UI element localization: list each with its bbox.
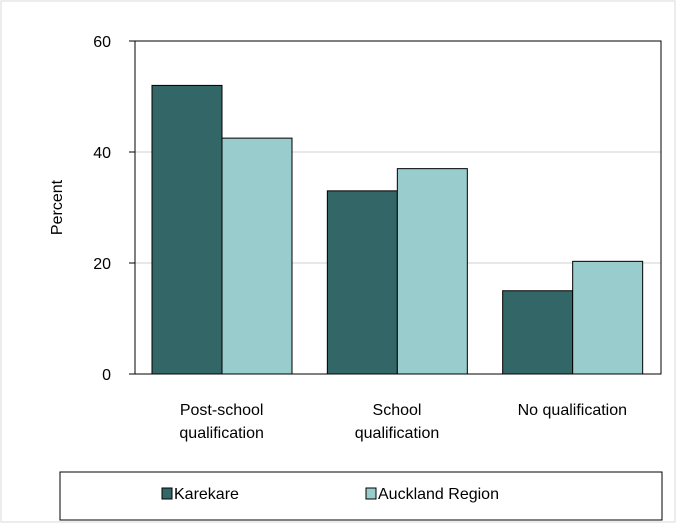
y-tick-label: 20: [93, 256, 111, 273]
bar-auckland-region: [221, 137, 293, 375]
legend-label: Auckland Region: [378, 486, 499, 503]
bar-auckland-region: [396, 168, 468, 375]
plot-area-border: [134, 40, 662, 375]
bars: [151, 84, 644, 375]
x-category-label: Post-school: [180, 402, 264, 419]
legend-label: Karekare: [174, 486, 239, 503]
legend: Karekare Auckland Region: [59, 471, 663, 521]
x-category-label: No qualification: [518, 402, 627, 419]
y-tick-label: 40: [93, 145, 111, 162]
legend-swatch: [365, 487, 377, 500]
bar-karekare: [326, 190, 398, 375]
x-category-label: qualification: [179, 425, 264, 442]
bar-auckland-region: [572, 260, 644, 375]
x-category-label: School: [373, 402, 422, 419]
y-tick-label: 60: [93, 34, 111, 51]
y-tick-label: 0: [102, 367, 111, 384]
bar-karekare: [502, 290, 574, 375]
bar-karekare: [151, 84, 223, 375]
x-axis-categories: Post-school qualification School qualificat…: [179, 402, 627, 442]
y-axis-ticks: 0 20 40 60: [93, 34, 135, 384]
legend-swatch: [161, 487, 173, 500]
x-category-label: qualification: [355, 425, 440, 442]
legend-box: [59, 471, 663, 521]
y-axis-title: Percent: [49, 179, 66, 235]
